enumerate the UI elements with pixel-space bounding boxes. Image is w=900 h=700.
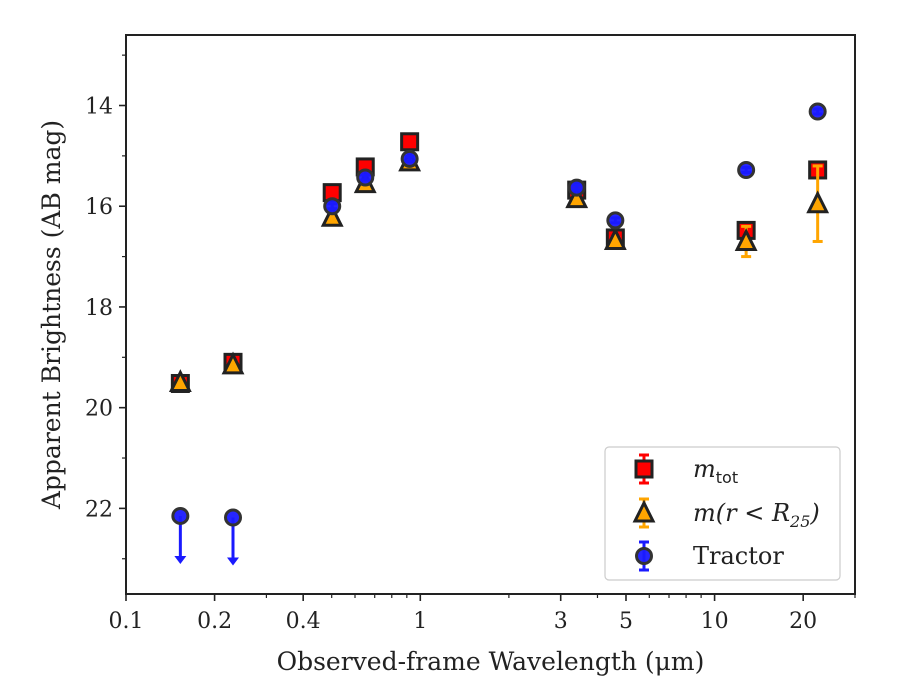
x-tick-label: 3	[554, 609, 568, 634]
data-point	[224, 508, 243, 527]
x-axis-label: Observed-frame Wavelength (μm)	[277, 647, 705, 676]
data-point	[737, 160, 756, 179]
data-point	[221, 351, 245, 375]
data-point	[567, 178, 586, 197]
x-tick-label: 20	[789, 609, 817, 634]
upper-limit-arrow-head	[227, 557, 240, 566]
data-point	[171, 506, 190, 525]
legend-marker-circle	[635, 547, 653, 565]
x-tick-label: 0.1	[109, 609, 144, 634]
data-point	[808, 102, 827, 121]
legend-label: m(r < R25)	[693, 499, 820, 531]
plot-area	[168, 102, 830, 566]
y-tick-label: 14	[85, 95, 113, 120]
x-tick-label: 5	[619, 609, 633, 634]
series-circle	[171, 102, 827, 566]
axes: 0.1 0.2 0.4 1 3 5 10 20 14 16 18 20 22	[85, 54, 856, 634]
y-axis-label: Apparent Brightness (AB mag)	[37, 120, 66, 510]
data-point	[320, 203, 344, 227]
upper-limit-arrow-head	[174, 555, 187, 564]
legend-label: mtot	[693, 455, 738, 487]
data-point	[356, 168, 375, 187]
data-point	[400, 149, 419, 168]
x-tick-label: 0.2	[197, 609, 232, 634]
legend-marker-square	[634, 459, 654, 479]
x-tick-label: 10	[701, 609, 729, 634]
plot-frame	[125, 34, 856, 595]
y-tick-label: 22	[85, 497, 113, 522]
data-point	[734, 228, 758, 251]
data-point	[806, 190, 830, 214]
legend: mtot m(r < R25) Tractor	[604, 446, 841, 581]
y-tick-label: 16	[85, 195, 113, 220]
legend-label: Tractor	[693, 542, 784, 570]
data-point	[323, 197, 342, 216]
x-tick-label: 0.4	[286, 609, 321, 634]
legend-marker-triangle	[632, 499, 656, 523]
legend-box	[604, 446, 841, 581]
data-point	[565, 185, 589, 209]
y-tick-label: 18	[85, 296, 113, 321]
data-point	[603, 227, 627, 250]
series-square	[170, 132, 828, 393]
data-point	[168, 369, 192, 392]
data-point	[400, 132, 420, 152]
y-tick-label: 20	[85, 397, 113, 422]
x-tick-label: 1	[413, 609, 427, 634]
series-triangle	[168, 148, 830, 392]
data-point	[606, 211, 625, 230]
